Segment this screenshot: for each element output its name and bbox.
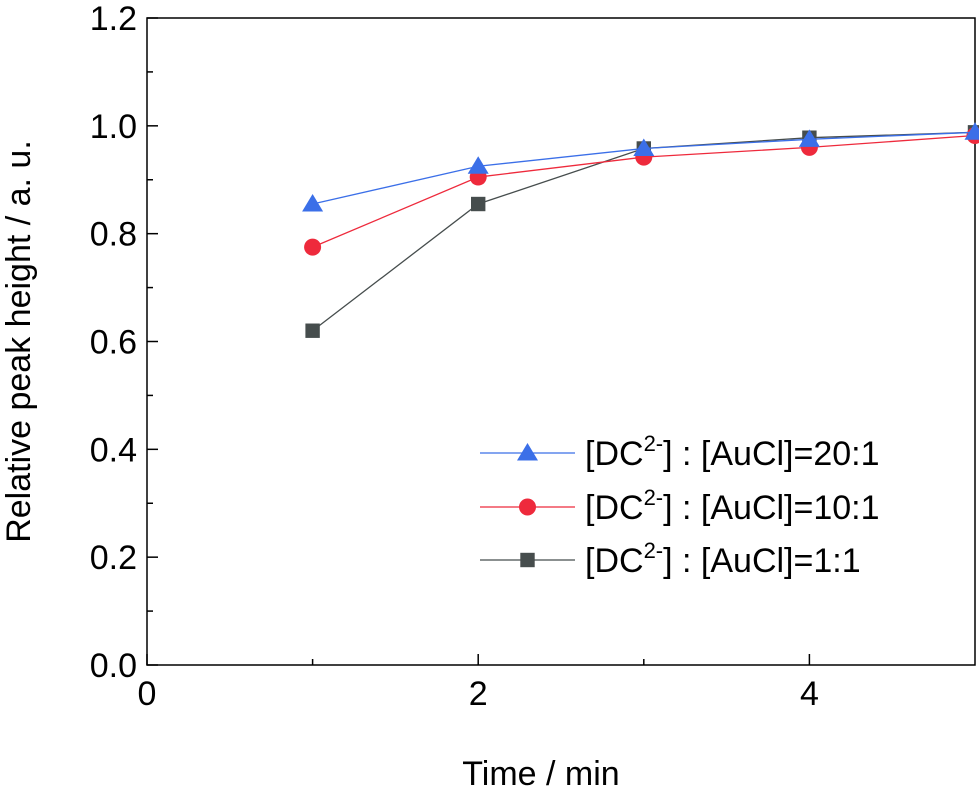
y-axis-title: Relative peak height / a. u.: [0, 140, 38, 543]
legend-label: [DC2-] : [AuCl]=10:1: [585, 485, 880, 527]
x-tick-label: 4: [800, 675, 819, 713]
y-tick-label: 0.4: [90, 431, 137, 469]
x-axis-title: Time / min: [462, 755, 619, 791]
series-triangle: [302, 122, 979, 212]
data-point: [305, 323, 320, 338]
data-point: [798, 129, 820, 147]
legend-entry: [DC2-] : [AuCl]=20:1: [480, 431, 880, 473]
data-point: [467, 156, 489, 174]
data-point: [302, 194, 324, 212]
legend-entry: [DC2-] : [AuCl]=10:1: [480, 485, 880, 527]
data-point: [633, 138, 655, 156]
y-axis: 0.0 0.2 0.4 0.6 0.8 1.0 1.2: [90, 0, 158, 685]
legend-label: [DC2-] : [AuCl]=20:1: [585, 431, 880, 473]
y-tick-label: 0.0: [90, 647, 137, 685]
legend-marker: [520, 552, 535, 568]
data-point: [471, 196, 486, 212]
x-axis: 0 2 4: [138, 654, 819, 713]
x-tick-label: 2: [469, 675, 488, 713]
data-point: [964, 122, 979, 140]
legend-label: [DC2-] : [AuCl]=1:1: [585, 538, 861, 580]
y-tick-label: 0.8: [90, 216, 137, 254]
legend-marker: [519, 498, 536, 516]
legend-marker: [517, 443, 538, 461]
y-tick-label: 1.0: [90, 108, 137, 146]
legend-entry: [DC2-] : [AuCl]=1:1: [480, 538, 861, 580]
legend: [DC2-] : [AuCl]=20:1 [DC2-] : [AuCl]=10:1…: [480, 431, 880, 580]
y-tick-label: 0.2: [90, 539, 137, 577]
data-point: [304, 238, 322, 256]
y-tick-label: 1.2: [90, 0, 137, 38]
x-tick-label: 0: [138, 675, 157, 713]
series-layer: [302, 122, 979, 338]
y-tick-label: 0.6: [90, 324, 137, 362]
